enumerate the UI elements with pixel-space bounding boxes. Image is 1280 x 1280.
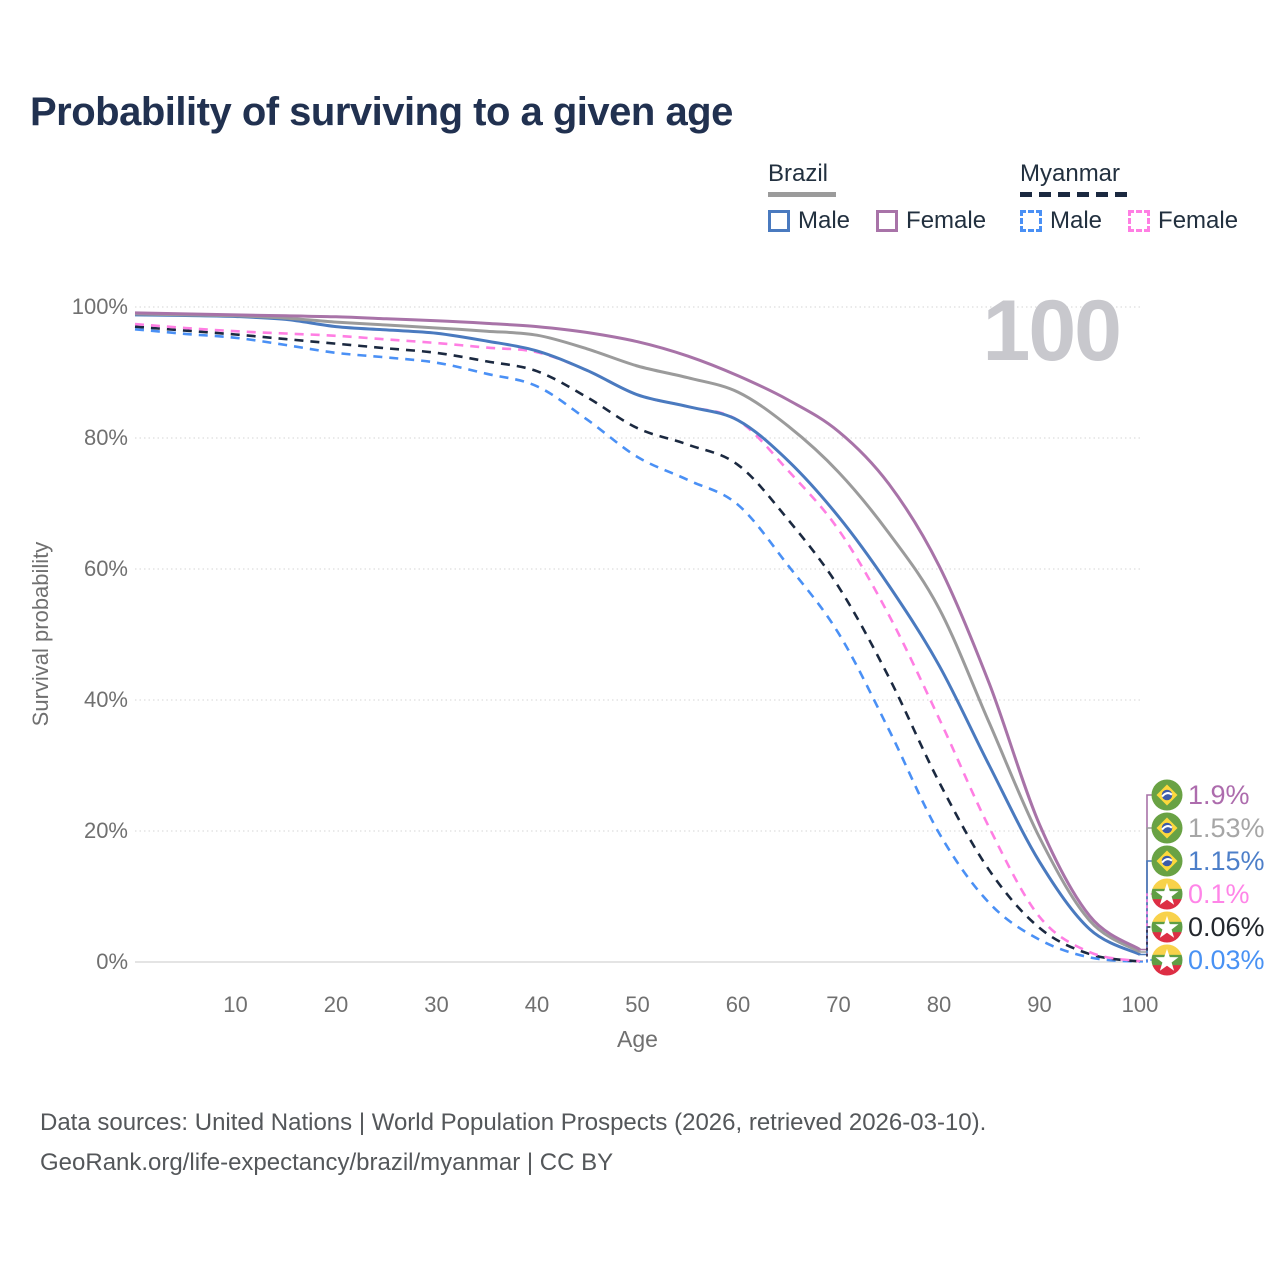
legend-group-brazil: Brazil Male Female (768, 160, 986, 235)
legend-item-label: Female (906, 207, 987, 234)
legend-swatch-brazil-female (876, 210, 899, 232)
end-label-myanmar-both-sexes: 0.06% (1188, 912, 1265, 942)
y-tick-label: 40% (83, 687, 128, 712)
end-label-myanmar-female: 0.1% (1188, 879, 1250, 909)
legend-item-brazil-female[interactable]: Female (876, 207, 986, 235)
legend-swatch-brazil-male (768, 210, 790, 232)
legend-item-label: Male (798, 207, 851, 234)
label-leader-lines (1140, 794, 1153, 963)
flag-icons (1151, 779, 1183, 976)
legend-group-myanmar: Myanmar Male Female (1020, 160, 1238, 235)
x-tick-label: 20 (323, 992, 349, 1017)
y-axis-title: Survival probability (28, 541, 53, 727)
curve-brazil-both-sexes (134, 312, 1141, 954)
x-tick-label: 40 (524, 992, 550, 1017)
legend-item-label: Female (1158, 207, 1239, 234)
legend-line-style-sample (1020, 192, 1130, 197)
age-watermark: 100 (982, 283, 1122, 379)
x-tick-label: 80 (926, 992, 952, 1017)
curve-myanmar-female (134, 322, 1141, 963)
curve-myanmar-male (134, 327, 1141, 964)
end-label-myanmar-male: 0.03% (1188, 945, 1265, 975)
leader-line (1140, 926, 1153, 963)
y-tick-label: 100% (71, 294, 128, 319)
x-tick-label: 10 (223, 992, 248, 1017)
x-tick-label: 50 (625, 992, 650, 1017)
myanmar-flag-icon (1151, 911, 1183, 943)
x-tick-label: 70 (826, 992, 851, 1017)
x-tick-label: 60 (725, 992, 751, 1017)
page-title: Probability of surviving to a given age (30, 90, 733, 134)
end-label-brazil-female: 1.9% (1188, 780, 1250, 810)
myanmar-flag-icon (1151, 878, 1183, 910)
y-tick-label: 0% (96, 949, 128, 974)
myanmar-flag-icon (1151, 944, 1183, 976)
legend-item-myanmar-female[interactable]: Female (1128, 207, 1238, 235)
brazil-flag-icon (1151, 812, 1183, 844)
brazil-flag-icon (1151, 845, 1183, 877)
end-label-brazil-both-sexes: 1.53% (1188, 813, 1265, 843)
curve-brazil-male (134, 313, 1141, 956)
legend-line-style-sample (768, 192, 836, 197)
curve-myanmar-both-sexes (134, 325, 1141, 963)
legend-item-brazil-male[interactable]: Male (768, 207, 850, 235)
legend-swatch-myanmar-female (1128, 210, 1151, 232)
brazil-flag-icon (1151, 779, 1183, 811)
end-label-brazil-male: 1.15% (1188, 846, 1265, 876)
y-tick-label: 20% (83, 818, 128, 843)
curve-brazil-female (134, 311, 1141, 951)
gridlines (135, 306, 1140, 963)
legend-group-title: Brazil (768, 160, 829, 187)
x-tick-label: 100 (1121, 992, 1159, 1017)
x-axis-title: Age (617, 1026, 658, 1052)
legend-item-myanmar-male[interactable]: Male (1020, 207, 1102, 235)
legend-swatch-myanmar-male (1020, 210, 1042, 232)
x-tick-label: 90 (1027, 992, 1052, 1017)
y-tick-label: 60% (83, 556, 128, 581)
legend-item-label: Male (1050, 207, 1103, 234)
leader-line (1140, 959, 1153, 963)
footer-attribution: GeoRank.org/life-expectancy/brazil/myanm… (40, 1149, 614, 1176)
x-tick-label: 30 (424, 992, 449, 1017)
survival-curves (134, 311, 1141, 964)
legend-group-title: Myanmar (1020, 160, 1121, 187)
y-tick-label: 80% (83, 425, 128, 450)
footer-sources: Data sources: United Nations | World Pop… (40, 1109, 987, 1136)
